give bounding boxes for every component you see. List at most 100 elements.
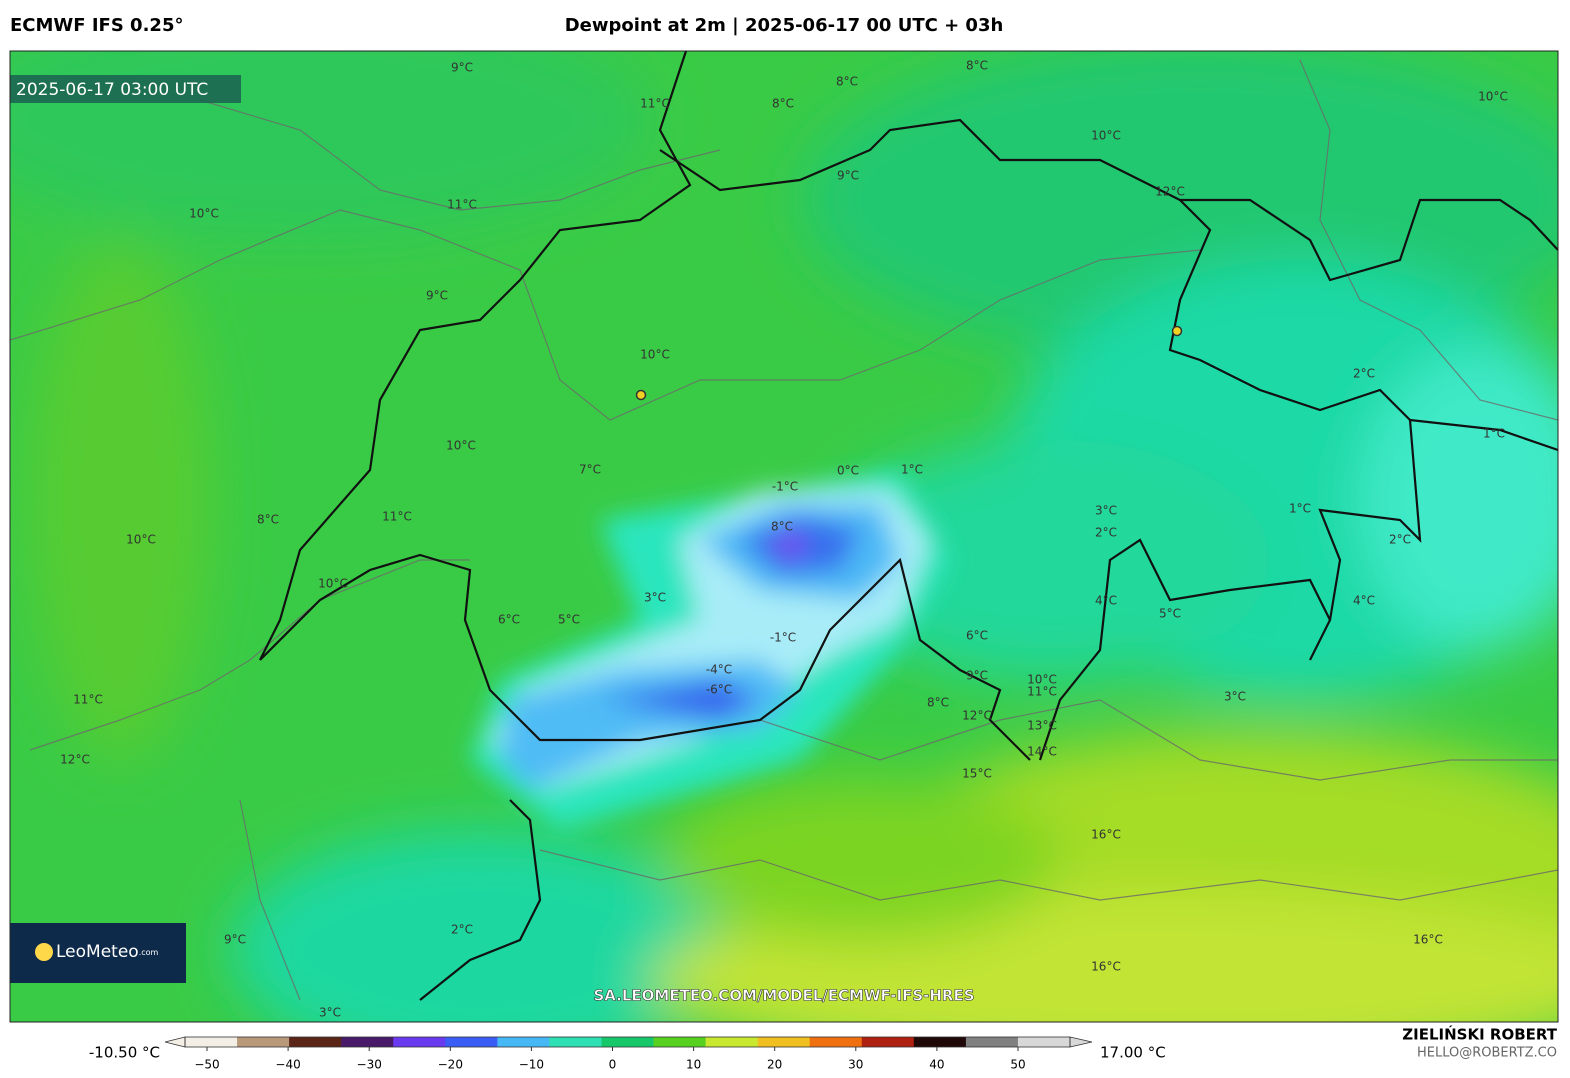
contour-label: 9°C xyxy=(451,61,473,75)
contour-label: 8°C xyxy=(257,513,279,527)
contour-label: 8°C xyxy=(836,75,858,89)
contour-label: 4°C xyxy=(1353,594,1375,608)
logo-suffix: .com xyxy=(139,948,159,957)
colorbar-swatch xyxy=(341,1037,394,1047)
timestamp: 2025-06-17 03:00 UTC xyxy=(16,80,208,100)
contour-label: 15°C xyxy=(962,767,992,781)
colorbar-tick-label: 0 xyxy=(609,1058,617,1072)
contour-label: 12°C xyxy=(60,753,90,767)
colorbar-swatch xyxy=(237,1037,290,1047)
colorbar-swatch xyxy=(445,1037,498,1047)
contour-label: 8°C xyxy=(772,97,794,111)
colorbar-tick-label: −20 xyxy=(438,1058,463,1072)
contour-label: 5°C xyxy=(1159,607,1181,621)
colorbar: −50 −40 −30 −20 −10 0 10 20 30 40 50 xyxy=(164,1036,1093,1072)
contour-label: 6°C xyxy=(966,629,988,643)
logo: LeoMeteo.com xyxy=(56,942,159,962)
contour-label: 3°C xyxy=(1095,504,1117,518)
colorbar-swatch xyxy=(861,1037,915,1047)
contour-label: 10°C xyxy=(1091,129,1121,143)
contour-label: 10°C xyxy=(446,439,476,453)
colorbar-swatch xyxy=(1017,1037,1071,1047)
source-url: SA.LEOMETEO.COM/MODEL/ECMWF-IFS-HRES xyxy=(593,987,974,1005)
contour-label: 11°C xyxy=(382,510,412,524)
colorbar-swatch xyxy=(705,1037,759,1047)
contour-label: 2°C xyxy=(1389,533,1411,547)
contour-label: 10°C xyxy=(1478,90,1508,104)
colorbar-swatch xyxy=(185,1037,238,1047)
min-label: -10.50 °C xyxy=(89,1044,160,1062)
colorbar-tick-label: 10 xyxy=(686,1058,701,1072)
colorbar-frame xyxy=(184,1036,1071,1048)
model-name: ECMWF IFS 0.25° xyxy=(10,15,183,36)
colorbar-swatch xyxy=(757,1037,811,1047)
contour-label: 8°C xyxy=(771,520,793,534)
contour-label: 2°C xyxy=(451,923,473,937)
contour-label: 11°C xyxy=(640,97,670,111)
contour-label: 3°C xyxy=(644,591,666,605)
colorbar-end xyxy=(164,1036,186,1048)
author-email: HELLO@ROBERTZ.CO xyxy=(1417,1046,1557,1061)
contour-label: 8°C xyxy=(927,696,949,710)
colorbar-tick-label: 40 xyxy=(929,1058,944,1072)
contour-label: 10°C xyxy=(640,348,670,362)
author-name: ZIELIŃSKI ROBERT xyxy=(1402,1025,1557,1044)
colorbar-tick-label: −40 xyxy=(275,1058,300,1072)
max-label: 17.00 °C xyxy=(1100,1044,1166,1062)
contour-label: -4°C xyxy=(706,663,732,677)
contour-label: 11°C xyxy=(73,693,103,707)
contour-label: 9°C xyxy=(837,169,859,183)
colorbar-swatch xyxy=(809,1037,863,1047)
colorbar-swatch xyxy=(393,1037,446,1047)
contour-label: 16°C xyxy=(1413,933,1443,947)
colorbar-swatch xyxy=(289,1037,342,1047)
colorbar-tick-label: 20 xyxy=(767,1058,782,1072)
contour-label: 12°C xyxy=(1155,185,1185,199)
contour-label: 2°C xyxy=(1095,526,1117,540)
contour-label: 16°C xyxy=(1091,828,1121,842)
contour-label: 10°C xyxy=(318,577,348,591)
colorbar-tick-label: −30 xyxy=(357,1058,382,1072)
contour-label: 10°C xyxy=(189,207,219,221)
colorbar-swatch xyxy=(653,1037,707,1047)
contour-label: 2°C xyxy=(1353,367,1375,381)
contour-label: 11°C xyxy=(447,198,477,212)
contour-label: 11°C xyxy=(1027,685,1057,699)
map-frame xyxy=(9,50,1559,1023)
contour-label: 9°C xyxy=(224,933,246,947)
contour-label: 8°C xyxy=(966,59,988,73)
colorbar-tick-label: −50 xyxy=(194,1058,219,1072)
colorbar-tick-label: 30 xyxy=(848,1058,863,1072)
colorbar-swatch xyxy=(965,1037,1019,1047)
contour-label: 12°C xyxy=(962,709,992,723)
contour-label: 9°C xyxy=(966,669,988,683)
contour-label: 3°C xyxy=(319,1006,341,1020)
contour-label: 5°C xyxy=(558,613,580,627)
colorbar-swatch xyxy=(913,1037,967,1047)
contour-label: -1°C xyxy=(772,480,798,494)
contour-label: 1°C xyxy=(901,463,923,477)
colorbar-tick-label: −10 xyxy=(519,1058,544,1072)
colorbar-end xyxy=(1069,1036,1093,1048)
contour-label: 9°C xyxy=(426,289,448,303)
contour-label: 3°C xyxy=(1224,690,1246,704)
contour-label: 14°C xyxy=(1027,745,1057,759)
contour-label: 1°C xyxy=(1289,502,1311,516)
colorbar-swatch xyxy=(549,1037,602,1047)
contour-label: 4°C xyxy=(1095,594,1117,608)
map-title: Dewpoint at 2m | 2025-06-17 00 UTC + 03h xyxy=(565,15,1004,36)
contour-label: -6°C xyxy=(706,683,732,697)
colorbar-swatch xyxy=(497,1037,550,1047)
contour-label: 16°C xyxy=(1091,960,1121,974)
contour-label: 0°C xyxy=(837,464,859,478)
contour-label: 1°C xyxy=(1483,427,1505,441)
colorbar-swatch xyxy=(601,1037,655,1047)
logo-brand: LeoMeteo xyxy=(56,942,139,962)
colorbar-tick-label: 50 xyxy=(1010,1058,1025,1072)
contour-label: -1°C xyxy=(770,631,796,645)
contour-label: 10°C xyxy=(1027,673,1057,687)
contour-label: 10°C xyxy=(126,533,156,547)
